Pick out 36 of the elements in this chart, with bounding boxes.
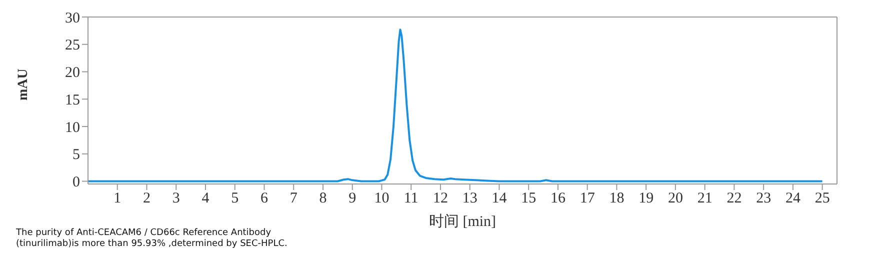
x-tick-label: 14	[492, 190, 508, 207]
x-tick-label: 8	[319, 190, 327, 207]
y-axis-title: mAU	[16, 68, 31, 100]
x-tick-label: 3	[172, 190, 180, 207]
x-tick-label: 1	[114, 190, 122, 207]
x-tick-label: 17	[580, 190, 596, 207]
x-tick-label: 6	[260, 190, 268, 207]
x-tick-label: 23	[756, 190, 772, 207]
y-tick-label: 30	[65, 10, 80, 26]
x-axis-title: 时间 [min]	[428, 213, 496, 230]
x-tick-label: 21	[697, 190, 712, 207]
x-tick-label: 18	[609, 190, 624, 207]
y-tick-label: 15	[65, 92, 80, 108]
x-tick-label: 16	[550, 190, 566, 207]
x-tick-label: 25	[814, 190, 830, 207]
x-tick-label: 24	[785, 190, 801, 207]
x-tick-label: 22	[726, 190, 742, 207]
y-tick-label: 10	[65, 120, 80, 136]
x-tick-label: 10	[374, 190, 390, 207]
x-tick-label: 4	[202, 190, 210, 207]
x-tick-label: 12	[432, 190, 448, 207]
x-tick-label: 9	[348, 190, 356, 207]
x-tick-label: 19	[638, 190, 654, 207]
x-tick-label: 5	[231, 190, 239, 207]
line-series	[88, 28, 824, 182]
x-tick-label: 20	[668, 190, 683, 207]
x-tick-label: 2	[142, 190, 150, 207]
y-tick-label: 0	[72, 174, 80, 191]
y-tick-label: 5	[72, 147, 80, 164]
x-tick-label: 13	[462, 190, 478, 207]
x-tick-label: 15	[521, 190, 536, 207]
x-tick-label: 11	[404, 190, 418, 207]
x-tick-label: 7	[290, 190, 298, 207]
y-tick-label: 25	[65, 38, 80, 54]
y-tick-label: 20	[65, 65, 80, 82]
text: The purity of Anti-CEACAM6 / CD66c Reference Antibody (tinurilimab)is more than 95.93% ,determined by SEC-HPLC.	[16, 228, 288, 250]
